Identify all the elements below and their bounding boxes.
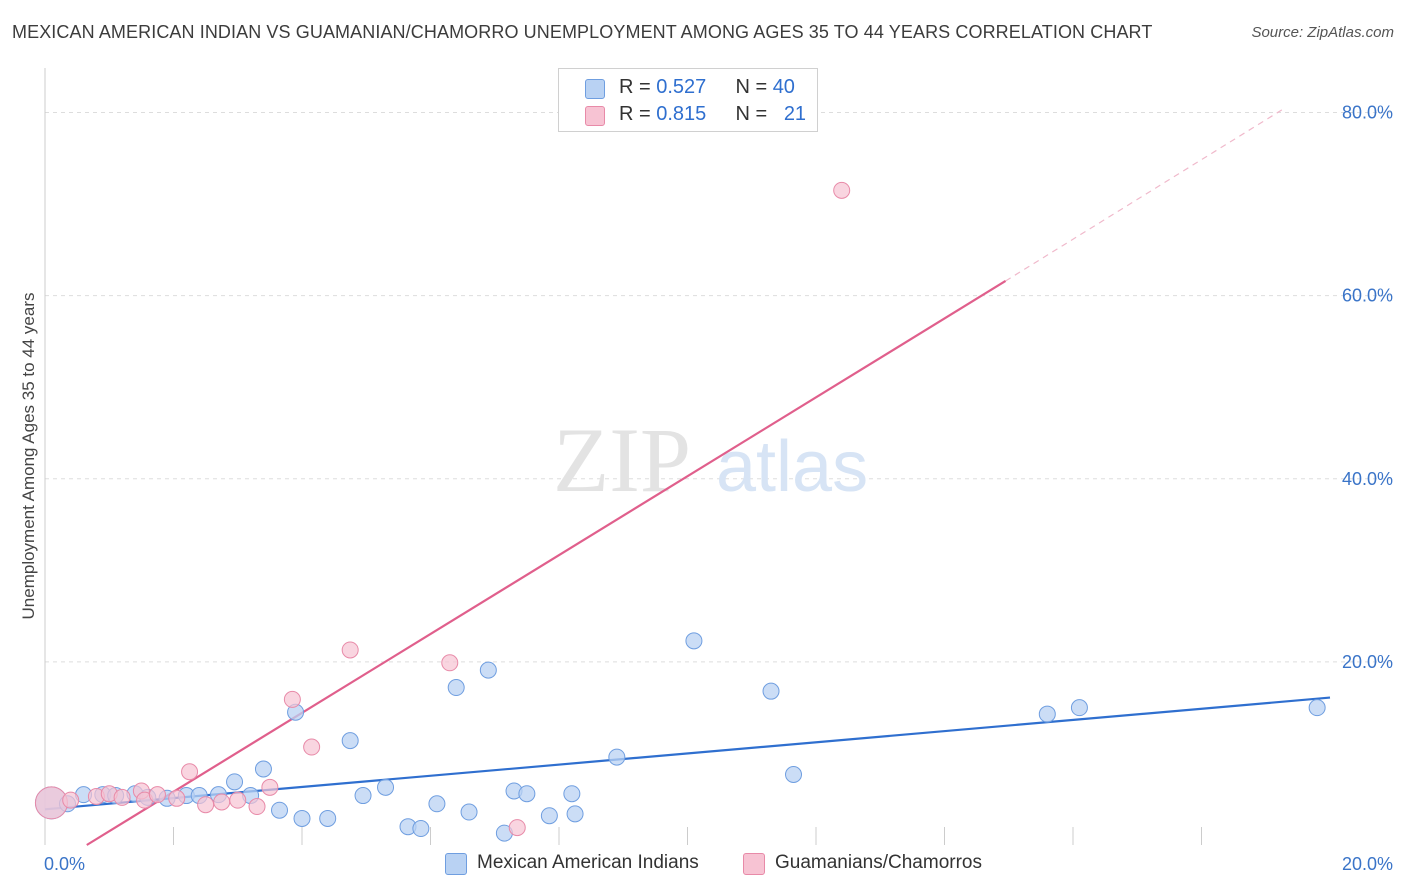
legend-swatch-pink bbox=[585, 106, 605, 126]
bottom-legend-label-series2: Guamanians/Chamorros bbox=[775, 852, 982, 873]
pink-data-point bbox=[197, 796, 215, 814]
blue-data-point bbox=[1038, 705, 1056, 723]
y-tick-label: 40.0% bbox=[1342, 469, 1393, 489]
blue-data-point bbox=[479, 661, 497, 679]
pink-data-point bbox=[62, 791, 80, 809]
blue-data-point bbox=[354, 787, 372, 805]
blue-trend-line bbox=[44, 696, 1331, 811]
legend: R = 0.527 N = 40 R = 0.815 N = 21 bbox=[558, 68, 818, 132]
trend-lines bbox=[44, 107, 1331, 846]
blue-data-point bbox=[566, 805, 584, 823]
blue-data-point bbox=[412, 820, 430, 838]
pink-data-point bbox=[168, 789, 186, 807]
pink-data-point bbox=[34, 786, 68, 820]
pink-data-point bbox=[261, 778, 279, 796]
blue-data-point bbox=[762, 682, 780, 700]
legend-text-series2: R = 0.815 N = 21 bbox=[619, 103, 806, 126]
legend-r-value: 0.527 bbox=[656, 76, 707, 98]
pink-data-point bbox=[229, 791, 247, 809]
x-tick-label: 0.0% bbox=[44, 854, 85, 874]
pink-data-point bbox=[508, 819, 526, 837]
blue-data-point bbox=[460, 803, 478, 821]
y-tick-label: 20.0% bbox=[1342, 652, 1393, 672]
pink-data-point bbox=[181, 763, 199, 781]
pink-data-point bbox=[833, 181, 851, 199]
legend-n-value: 40 bbox=[772, 76, 795, 98]
pink-data-point bbox=[441, 654, 459, 672]
legend-text-series1: R = 0.527 N = 40 bbox=[619, 76, 795, 99]
watermark-zip: ZIP bbox=[553, 409, 691, 511]
blue-data-point bbox=[518, 785, 536, 803]
pink-data-point bbox=[148, 786, 166, 804]
bottom-legend-label-series1: Mexican American Indians bbox=[477, 852, 699, 873]
blue-data-point bbox=[1308, 699, 1326, 717]
blue-data-point bbox=[377, 778, 395, 796]
pink-trend-extension bbox=[1005, 107, 1286, 282]
blue-data-point bbox=[254, 760, 272, 778]
blue-data-point bbox=[1070, 699, 1088, 717]
pink-data-point bbox=[113, 788, 131, 806]
pink-data-point bbox=[341, 641, 359, 659]
blue-data-point bbox=[319, 809, 337, 827]
blue-data-point bbox=[608, 748, 626, 766]
data-points bbox=[34, 181, 1326, 842]
pink-data-point bbox=[283, 690, 301, 708]
y-tick-label: 60.0% bbox=[1342, 286, 1393, 306]
tick-labels: 20.0% 40.0% 60.0% 80.0% 0.0% 20.0% bbox=[44, 103, 1393, 874]
pink-data-point bbox=[213, 793, 231, 811]
blue-data-point bbox=[226, 773, 244, 791]
blue-data-point bbox=[785, 765, 803, 783]
legend-r-label: R = bbox=[619, 103, 657, 125]
bottom-legend-swatch-pink bbox=[743, 853, 765, 875]
blue-data-point bbox=[293, 809, 311, 827]
legend-r-value: 0.815 bbox=[656, 103, 707, 125]
blue-data-point bbox=[271, 801, 289, 819]
legend-r-label: R = bbox=[619, 76, 657, 98]
x-tick-label: 20.0% bbox=[1342, 854, 1393, 874]
blue-data-point bbox=[428, 795, 446, 813]
y-tick-label: 80.0% bbox=[1342, 103, 1393, 123]
blue-data-point bbox=[540, 807, 558, 825]
pink-trend-line bbox=[86, 280, 1007, 846]
legend-swatch-blue bbox=[585, 79, 605, 99]
source-label: Source: ZipAtlas.com bbox=[1251, 24, 1394, 41]
bottom-legend-swatch-blue bbox=[445, 853, 467, 875]
pink-data-point bbox=[248, 798, 266, 816]
y-axis-label: Unemployment Among Ages 35 to 44 years bbox=[19, 293, 38, 620]
blue-data-point bbox=[563, 785, 581, 803]
legend-n-value: 21 bbox=[783, 103, 807, 125]
legend-n-label: N = bbox=[735, 103, 773, 125]
blue-data-point bbox=[447, 679, 465, 697]
grid bbox=[44, 68, 1392, 845]
blue-data-point bbox=[341, 732, 359, 750]
chart-title: MEXICAN AMERICAN INDIAN VS GUAMANIAN/CHA… bbox=[12, 22, 1153, 42]
legend-n-label: N = bbox=[735, 76, 773, 98]
pink-data-point bbox=[303, 738, 321, 756]
watermark-atlas: atlas bbox=[716, 427, 868, 507]
blue-data-point bbox=[685, 632, 703, 650]
